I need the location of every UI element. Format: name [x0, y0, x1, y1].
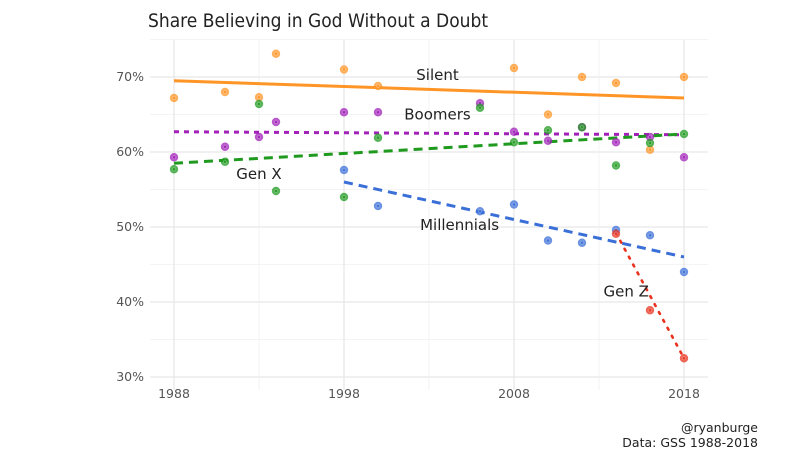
point-core-millennials: [647, 233, 653, 238]
trend-silent: [173, 79, 685, 100]
x-tick-label: 2018: [668, 386, 700, 401]
point-core-gen-x: [341, 194, 347, 200]
point-core-silent: [681, 74, 687, 80]
point-core-silent: [579, 74, 585, 80]
point-core-millennials: [681, 269, 687, 275]
point-core-millennials: [477, 209, 483, 214]
point-core-gen-x: [545, 128, 551, 133]
label-millennials: Millennials: [420, 216, 499, 234]
point-core-silent: [171, 95, 177, 101]
point-core-silent: [545, 112, 551, 117]
label-gen-z: Gen Z: [603, 283, 648, 301]
point-core-millennials: [579, 240, 585, 245]
point-core-boomers: [681, 155, 687, 160]
y-tick-label: 40%: [116, 294, 144, 309]
point-core-gen-z: [681, 356, 687, 361]
point-core-gen-x: [171, 167, 177, 172]
trend-lines: [173, 79, 686, 360]
trend-gen-z: [614, 231, 686, 360]
caption-author: @ryanburge: [681, 420, 758, 435]
x-tick-label: 2008: [498, 386, 530, 401]
point-core-boomers: [375, 110, 381, 115]
y-tick-label: 30%: [116, 369, 144, 384]
label-boomers: Boomers: [404, 106, 471, 124]
point-core-gen-x: [647, 140, 653, 146]
point-core-silent: [273, 51, 279, 56]
point-core-silent: [647, 147, 653, 152]
point-core-boomers: [647, 134, 653, 140]
point-core-gen-x: [375, 135, 381, 140]
point-core-gen-x: [579, 125, 585, 130]
point-core-boomers: [545, 138, 551, 143]
point-core-silent: [222, 89, 228, 95]
grid: [150, 39, 708, 390]
caption-source: Data: GSS 1988-2018: [622, 435, 758, 450]
label-gen-x: Gen X: [236, 165, 281, 183]
x-tick-label: 1998: [328, 386, 360, 401]
trend-gen-x: [173, 132, 685, 165]
point-core-silent: [613, 80, 619, 86]
point-core-gen-x: [273, 188, 279, 194]
chart-title: Share Believing in God Without a Doubt: [148, 10, 488, 32]
point-core-boomers: [273, 119, 279, 125]
y-tick-label: 60%: [116, 144, 144, 159]
y-tick-label: 70%: [116, 69, 144, 84]
label-silent: Silent: [416, 66, 459, 84]
point-core-boomers: [222, 144, 228, 149]
point-core-gen-x: [681, 131, 687, 137]
point-core-gen-x: [256, 101, 262, 107]
point-core-gen-z: [613, 231, 619, 236]
point-core-gen-z: [647, 308, 653, 313]
point-core-gen-x: [222, 159, 228, 164]
data-points: [169, 49, 689, 363]
point-core-boomers: [613, 140, 619, 145]
point-core-boomers: [256, 134, 262, 140]
point-core-millennials: [511, 202, 517, 207]
point-core-millennials: [341, 167, 347, 173]
point-core-boomers: [171, 155, 177, 160]
point-core-millennials: [545, 238, 551, 243]
series-labels: Silent Boomers Gen X Millennials Gen Z: [236, 66, 649, 301]
point-core-silent: [256, 95, 262, 100]
point-core-gen-x: [613, 163, 619, 168]
trend-millennials: [343, 180, 685, 259]
point-core-silent: [341, 67, 347, 72]
x-axis: 1988 1998 2008 2018: [158, 386, 700, 401]
point-core-gen-x: [511, 140, 517, 145]
y-axis: 30% 40% 50% 60% 70%: [116, 69, 144, 384]
point-core-millennials: [375, 203, 381, 209]
point-core-boomers: [511, 129, 517, 134]
point-core-boomers: [341, 110, 347, 115]
y-tick-label: 50%: [116, 219, 144, 234]
point-core-silent: [375, 83, 381, 89]
point-core-gen-x: [477, 105, 483, 110]
x-tick-label: 1988: [158, 386, 190, 401]
point-core-silent: [511, 65, 517, 71]
